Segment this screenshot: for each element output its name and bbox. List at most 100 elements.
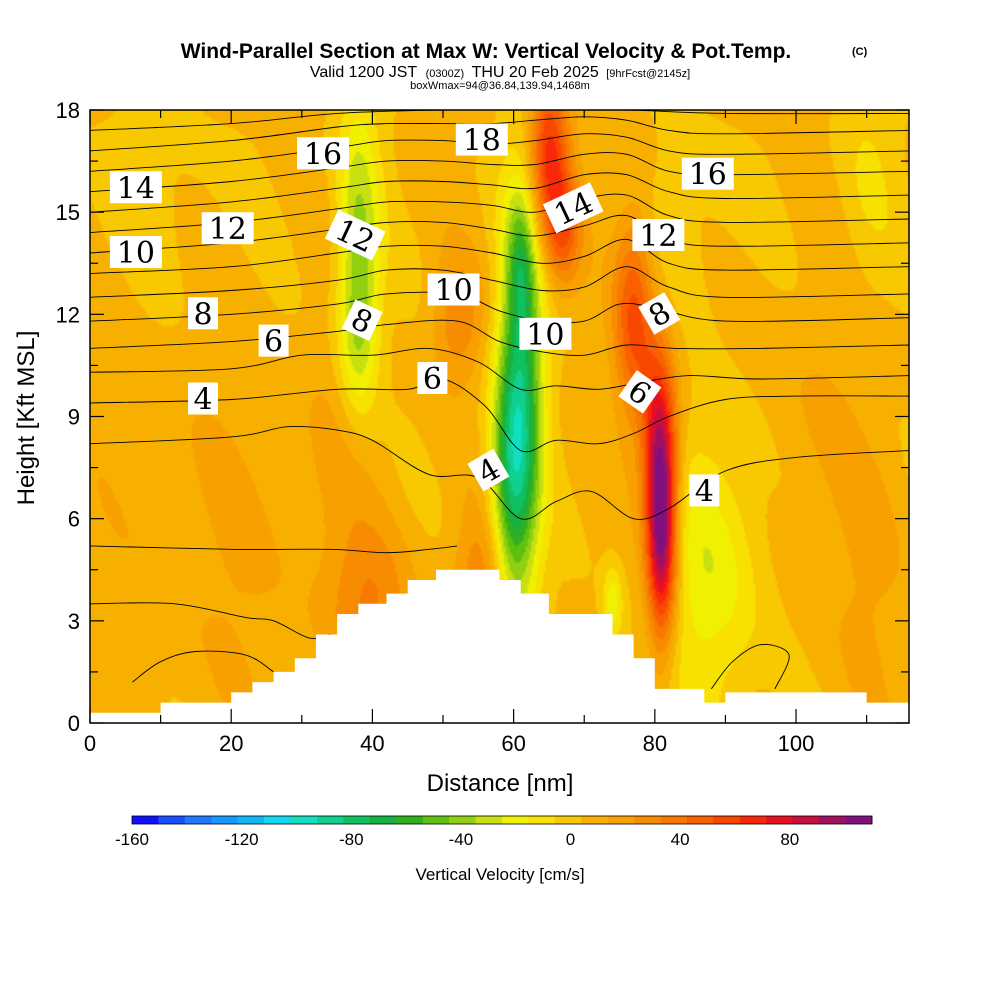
contour-label-text: 4 <box>695 474 714 509</box>
contour-label-text: 10 <box>435 274 473 309</box>
colorbar-tick-label: -160 <box>115 830 149 849</box>
contour-label-text: 14 <box>117 171 155 206</box>
colorbar-swatch <box>290 816 318 824</box>
theta-contour <box>90 319 909 356</box>
y-tick-label: 0 <box>68 711 80 736</box>
subtitle-date: THU 20 Feb 2025 <box>472 64 599 81</box>
colorbar-tick-label: 80 <box>780 830 799 849</box>
colorbar-tick-label: 0 <box>566 830 575 849</box>
colorbar-swatch <box>660 816 688 824</box>
colorbar-swatch <box>396 816 424 824</box>
contour-label-text: 16 <box>304 137 342 172</box>
y-axis-label: Height [Kft MSL] <box>13 331 40 506</box>
x-tick-label: 40 <box>360 731 384 756</box>
y-tick-label: 15 <box>56 200 80 225</box>
theta-contour <box>90 266 909 298</box>
contour-label: 4 <box>188 382 218 418</box>
colorbar-swatch <box>739 816 767 824</box>
subtitle-valid: Valid 1200 JST <box>310 64 418 81</box>
colorbar-swatch <box>634 816 661 824</box>
colorbar-swatch <box>237 816 265 824</box>
theta-contour <box>90 172 909 213</box>
x-tick-label: 100 <box>778 731 815 756</box>
colorbar-swatch <box>792 816 820 824</box>
colorbar-swatch <box>369 816 397 824</box>
colorbar-swatch <box>845 816 873 824</box>
colorbar-swatch <box>449 816 476 824</box>
colorbar-swatch <box>317 816 344 824</box>
contour-label-text: 10 <box>117 236 155 271</box>
colorbar-swatch <box>554 816 582 824</box>
theta-contour <box>90 116 909 152</box>
theta-contour <box>90 545 458 554</box>
contour-label: 10 <box>109 236 162 271</box>
theta-contour <box>710 644 790 690</box>
theta-contour <box>90 133 909 172</box>
theta-contour <box>90 214 909 254</box>
colorbar-swatch <box>713 816 741 824</box>
contour-label: 12 <box>201 212 254 247</box>
contour-label-text: 12 <box>209 212 247 247</box>
contour-label: 8 <box>188 297 218 332</box>
chart-title-mark: (C) <box>852 46 868 58</box>
x-axis-label: Distance [nm] <box>427 770 574 797</box>
contour-label: 6 <box>258 324 289 360</box>
colorbar-swatch <box>184 816 212 824</box>
x-tick-label: 20 <box>219 731 243 756</box>
colorbar-swatch <box>343 816 371 824</box>
colorbar-swatch <box>581 816 609 824</box>
colorbar: -160 -120 -80 -40 0 40 80 <box>115 815 873 849</box>
y-tick-label: 3 <box>68 609 80 634</box>
y-tick-label: 18 <box>56 98 80 123</box>
colorbar-swatch <box>264 816 291 824</box>
contour-label: 16 <box>681 157 734 193</box>
colorbar-label: Vertical Velocity [cm/s] <box>415 865 584 884</box>
colorbar-frame <box>131 815 873 825</box>
colorbar-tick-label: -120 <box>225 830 259 849</box>
colorbar-tick-label: 40 <box>671 830 690 849</box>
contour-label-text: 16 <box>689 158 727 193</box>
colorbar-tick-label: -40 <box>449 830 474 849</box>
theta-contour <box>90 291 909 324</box>
contour-label-text: 6 <box>423 362 442 397</box>
theta-contour <box>132 650 274 683</box>
contour-label: 10 <box>427 273 480 309</box>
colorbar-swatch <box>475 816 503 824</box>
contour-label: 4 <box>689 474 720 509</box>
colorbar-tick-label: -80 <box>339 830 364 849</box>
theta-contour <box>90 347 909 391</box>
colorbar-swatch <box>422 816 450 824</box>
chart-subtitle-box: boxWmax=94@36.84,139.94,1468m <box>410 80 590 92</box>
theta-contour <box>90 602 331 639</box>
contour-label: 14 <box>109 171 162 206</box>
theta-contour <box>90 193 909 234</box>
contour-label-text: 6 <box>264 325 283 360</box>
contour-label-text: 4 <box>193 383 212 418</box>
colorbar-swatch <box>528 816 556 824</box>
x-tick-label: 0 <box>84 731 96 756</box>
colorbar-swatch <box>158 816 186 824</box>
contour-label-text: 8 <box>193 297 212 332</box>
contour-label-text: 18 <box>463 124 501 159</box>
colorbar-swatch <box>607 816 635 824</box>
colorbar-swatch <box>502 816 529 824</box>
potential-temperature-contours <box>90 110 909 690</box>
y-tick-label: 12 <box>56 302 80 327</box>
theta-contour <box>90 378 909 453</box>
colorbar-swatch <box>211 816 239 824</box>
theta-contour <box>90 425 909 520</box>
subtitle-forecast: [9hrFcst@2145z] <box>606 68 690 80</box>
chart-title: Wind-Parallel Section at Max W: Vertical… <box>181 40 792 63</box>
theta-contour <box>90 238 909 274</box>
contour-label-text: 12 <box>639 219 677 254</box>
colorbar-swatch <box>766 816 794 824</box>
y-tick-label: 9 <box>68 405 80 430</box>
contour-label: 16 <box>297 137 349 172</box>
x-tick-label: 60 <box>501 731 525 756</box>
subtitle-utc: (0300Z) <box>426 68 465 80</box>
chart-subtitle: Valid 1200 JST (0300Z) THU 20 Feb 2025 [… <box>310 64 690 81</box>
contour-label-text: 10 <box>526 318 564 353</box>
axis-ticks: 0 20 40 60 80 100 0 3 6 9 12 15 18 <box>56 98 909 756</box>
y-tick-label: 6 <box>68 507 80 532</box>
